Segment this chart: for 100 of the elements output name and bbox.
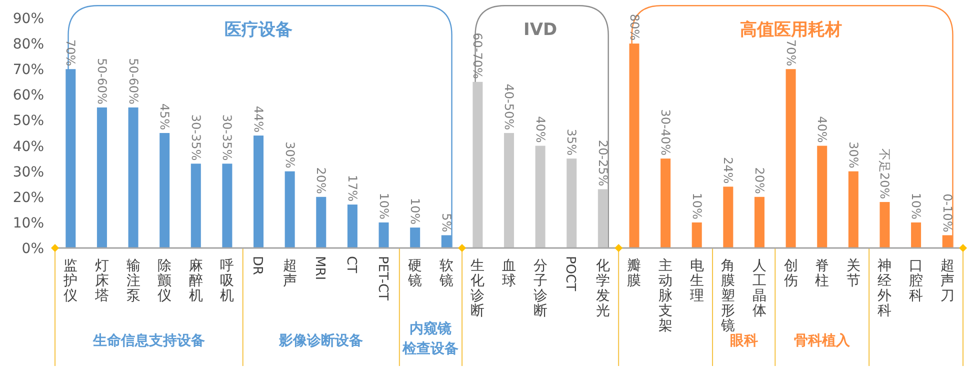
x-tick-label: 监护仪 <box>62 258 78 304</box>
data-label: 35% <box>564 128 579 156</box>
x-tick-label: 灯床塔 <box>94 258 109 304</box>
data-label: 45% <box>158 103 172 130</box>
y-tick-label: 90% <box>12 11 44 27</box>
data-label: 44% <box>252 106 266 133</box>
annotation: 30-35% <box>188 114 203 161</box>
data-label: 80% <box>627 14 642 41</box>
data-label: 30% <box>846 142 860 168</box>
bar <box>66 69 76 248</box>
bar <box>754 196 764 248</box>
x-tick-label: 人工晶体 <box>752 258 766 319</box>
data-label: 10% <box>690 192 704 220</box>
y-tick-label: 0% <box>22 241 44 257</box>
y-tick-label: 10% <box>12 215 44 232</box>
data-label: 10% <box>376 192 391 220</box>
bar <box>128 107 138 248</box>
bar <box>629 44 640 248</box>
data-label: 20% <box>752 167 766 194</box>
annotation: 30-40% <box>658 109 673 156</box>
bar <box>254 136 264 248</box>
bar <box>441 235 452 248</box>
text: 内窥镜检查设备 <box>402 320 459 357</box>
bar <box>848 171 858 248</box>
x-tick-label: 化学发光 <box>596 258 610 319</box>
bar <box>535 146 546 248</box>
bar <box>316 196 326 248</box>
annotation: 0-10% <box>940 194 954 232</box>
bar <box>472 82 483 248</box>
bar <box>96 107 107 248</box>
x-tick-label: PET-CT <box>374 256 390 301</box>
data-label: 70% <box>784 39 798 66</box>
bar <box>566 158 577 248</box>
data-label: 40% <box>815 116 830 143</box>
annotation: 50-60% <box>94 58 109 104</box>
y-tick-label: 60% <box>12 88 44 104</box>
text: 生命信息支持设备 <box>92 333 205 349</box>
x-tick-label: 超声 <box>282 258 297 289</box>
x-tick-label: 神经外科 <box>878 258 892 319</box>
annotation: IVD <box>524 20 558 40</box>
data-label: 40% <box>533 116 548 143</box>
bar <box>504 133 514 248</box>
x-tick-label: 输注泵 <box>126 258 140 304</box>
annotation: 50-60% <box>126 58 140 104</box>
data-label: 24% <box>721 156 736 184</box>
bar <box>942 235 952 248</box>
y-tick-label: 40% <box>12 138 44 155</box>
y-tick-label: 20% <box>12 190 44 206</box>
bar <box>190 164 201 248</box>
bar <box>911 222 922 248</box>
text: 眼科 <box>730 333 758 349</box>
bar <box>347 204 358 248</box>
x-tick-label: 麻醉机 <box>188 258 203 304</box>
bar <box>660 158 671 248</box>
x-tick-label: 电生理 <box>690 258 704 304</box>
annotation: 高值医用耗材 <box>740 20 842 40</box>
bar <box>222 164 232 248</box>
y-tick-label: 30% <box>12 164 44 180</box>
bar <box>692 222 702 248</box>
bar <box>786 69 796 248</box>
data-label: 20% <box>314 167 328 194</box>
text: 骨科植入 <box>794 333 852 349</box>
data-label: 不足20% <box>878 148 892 199</box>
x-tick-label: DR <box>250 256 265 276</box>
x-tick-label: 关节 <box>846 258 860 289</box>
annotation: 医疗设备 <box>224 20 293 40</box>
data-label: 5% <box>439 213 454 232</box>
bar <box>410 228 420 248</box>
bar <box>160 133 170 248</box>
x-tick-label: MRI <box>312 256 328 280</box>
data-label: 30% <box>282 142 297 168</box>
x-tick-label: 超声刀 <box>940 258 954 304</box>
annotation: 40-50% <box>502 84 516 130</box>
x-tick-label: 口腔科 <box>909 258 924 304</box>
y-tick-label: 50% <box>12 113 44 130</box>
x-tick-label: 脊柱 <box>815 258 830 289</box>
data-label: 10% <box>909 192 924 220</box>
bar <box>284 171 295 248</box>
annotation: 60-70% <box>470 32 485 79</box>
y-tick-label: 70% <box>12 62 44 78</box>
annotation: 10% <box>408 198 422 225</box>
bar <box>817 146 828 248</box>
x-tick-label: 呼吸机 <box>220 258 234 304</box>
text: 影像诊断设备 <box>278 333 364 349</box>
x-tick-label: 血球 <box>502 258 516 289</box>
bar <box>378 222 389 248</box>
x-tick-label: 主动脉支架 <box>658 258 673 334</box>
x-tick-label: 除颤仪 <box>158 258 172 304</box>
annotation: 20-25% <box>596 140 610 186</box>
x-tick-label: 软镜 <box>438 258 454 289</box>
data-label: 70% <box>64 39 78 66</box>
x-tick-label: POCT <box>562 256 578 292</box>
bar <box>880 202 890 248</box>
data-label: 17% <box>345 174 360 202</box>
annotation: 30-35% <box>220 114 234 161</box>
x-tick-label: 角膜塑形镜 <box>720 258 736 334</box>
x-tick-label: 创伤 <box>784 258 798 289</box>
bar <box>598 189 608 248</box>
x-tick-label: 分子诊断 <box>533 258 548 319</box>
x-tick-label: 生化诊断 <box>470 258 485 319</box>
